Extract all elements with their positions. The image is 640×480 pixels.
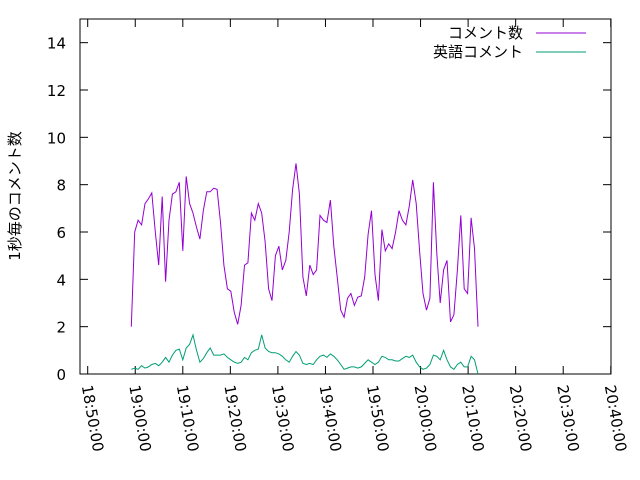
y-tick-label: 6 [56, 224, 66, 242]
y-tick-label: 0 [56, 366, 66, 384]
x-tick-label: 19:20:00 [220, 384, 249, 453]
x-tick-label: 19:10:00 [173, 384, 202, 453]
y-tick-label: 4 [56, 271, 66, 289]
series-lines [130, 163, 479, 375]
y-tick-label: 12 [47, 82, 66, 100]
x-tick-label: 20:40:00 [601, 384, 630, 453]
x-tick-label: 20:10:00 [458, 384, 487, 453]
legend-label: コメント数 [448, 24, 523, 42]
x-tick-label: 19:40:00 [316, 384, 345, 453]
y-tick-label: 10 [47, 129, 66, 147]
y-tick-label: 8 [56, 177, 66, 195]
legend-label: 英語コメント [433, 43, 523, 61]
y-axis-label: 1秒毎のコメント数 [6, 131, 24, 261]
x-tick-label: 20:30:00 [553, 384, 582, 453]
series-line-2 [131, 333, 479, 375]
y-tick-label: 14 [47, 35, 66, 53]
x-tick-label: 19:30:00 [268, 384, 297, 453]
x-tick-label: 20:20:00 [506, 384, 535, 453]
plot-frame [79, 18, 612, 375]
x-tick-label: 19:00:00 [125, 384, 154, 453]
y-tick-label: 2 [56, 319, 66, 337]
y-axis: 0 2 4 6 8 10 12 14 [47, 35, 611, 384]
x-tick-label: 20:00:00 [411, 384, 440, 453]
x-tick-label: 18:50:00 [78, 384, 107, 453]
x-tick-label: 19:50:00 [363, 384, 392, 453]
series-line-1 [130, 163, 479, 327]
